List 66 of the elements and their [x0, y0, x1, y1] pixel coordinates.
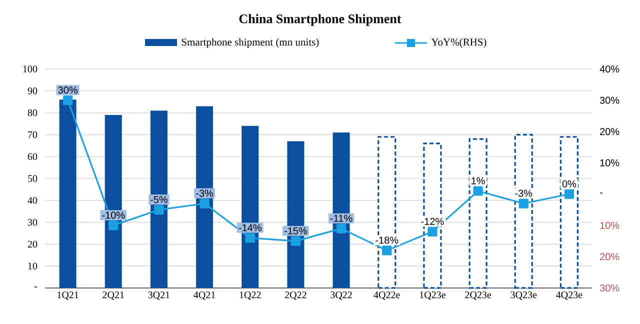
point [290, 236, 301, 246]
y2-tick-label: 20% [600, 128, 620, 136]
x-tick-label: 4Q21 [194, 292, 216, 300]
point [154, 204, 164, 215]
bar [514, 134, 533, 289]
x-tick-label: 2Q22 [285, 292, 306, 300]
point [518, 198, 528, 208]
y2-tick-label: 40% [600, 65, 620, 73]
x-tick-label: 1Q22 [240, 292, 261, 300]
chart-title: China Smartphone Shipment [239, 14, 402, 26]
bar [59, 100, 76, 288]
bar [423, 142, 442, 289]
point [336, 224, 346, 234]
point [245, 233, 255, 243]
y-tick-label: 100 [23, 66, 38, 72]
y2-tick-label: - [600, 192, 602, 194]
legend-label: YoY%(RHS) [431, 38, 486, 48]
data-label: -15% [284, 227, 308, 234]
y-tick-label: 10 [28, 262, 38, 270]
bar [468, 138, 488, 289]
legend-label: Smartphone shipment (mn units) [182, 38, 319, 48]
y-tick-label: 70 [28, 131, 38, 138]
y-tick-label: 30 [28, 218, 38, 226]
bar [560, 136, 578, 289]
bar [196, 106, 214, 288]
point [200, 198, 210, 208]
x-tick-label: 4Q22e [374, 292, 400, 300]
x-tick-label: 3Q22 [330, 292, 352, 300]
data-label: -12% [421, 218, 444, 225]
point [564, 189, 574, 199]
bar [150, 110, 168, 288]
x-tick-label: 1Q23e [420, 292, 446, 300]
point [63, 95, 73, 106]
y-tick-label: 40 [28, 197, 38, 204]
point [108, 220, 118, 230]
data-label: -14% [238, 224, 262, 232]
y2-tick-label: 10% [600, 159, 620, 166]
y2-tick-label: 20% [600, 253, 620, 260]
y-tick-label: 60 [28, 153, 38, 160]
bar [378, 136, 396, 289]
y2-tick-label: 30% [600, 96, 620, 104]
point [382, 246, 392, 256]
data-label: 30% [58, 86, 78, 94]
x-tick-label: 2Q23e [465, 292, 492, 300]
y-tick-label: 80 [28, 109, 38, 116]
y-tick-label: - [34, 286, 38, 288]
data-label: -5% [150, 196, 168, 204]
y2-tick-label: 30% [600, 284, 620, 292]
data-label: -3% [196, 190, 214, 197]
x-tick-label: 4Q23e [556, 292, 582, 300]
point [473, 186, 483, 196]
x-tick-label: 3Q23e [510, 292, 537, 300]
y-tick-label: 20 [28, 240, 38, 248]
data-label: -10% [102, 212, 125, 219]
data-label: 1% [472, 177, 485, 184]
y-tick-label: 90 [28, 88, 38, 94]
x-tick-label: 3Q21 [148, 292, 170, 300]
data-label: -18% [376, 236, 398, 244]
data-label: -11% [330, 214, 352, 222]
data-label: 0% [562, 180, 576, 188]
x-tick-label: 1Q21 [58, 292, 78, 300]
y-tick-label: 50 [28, 175, 38, 182]
x-tick-label: 2Q21 [102, 292, 124, 300]
y2-tick-label: 10% [600, 222, 620, 229]
data-label: -3% [515, 190, 532, 197]
point [428, 226, 438, 236]
